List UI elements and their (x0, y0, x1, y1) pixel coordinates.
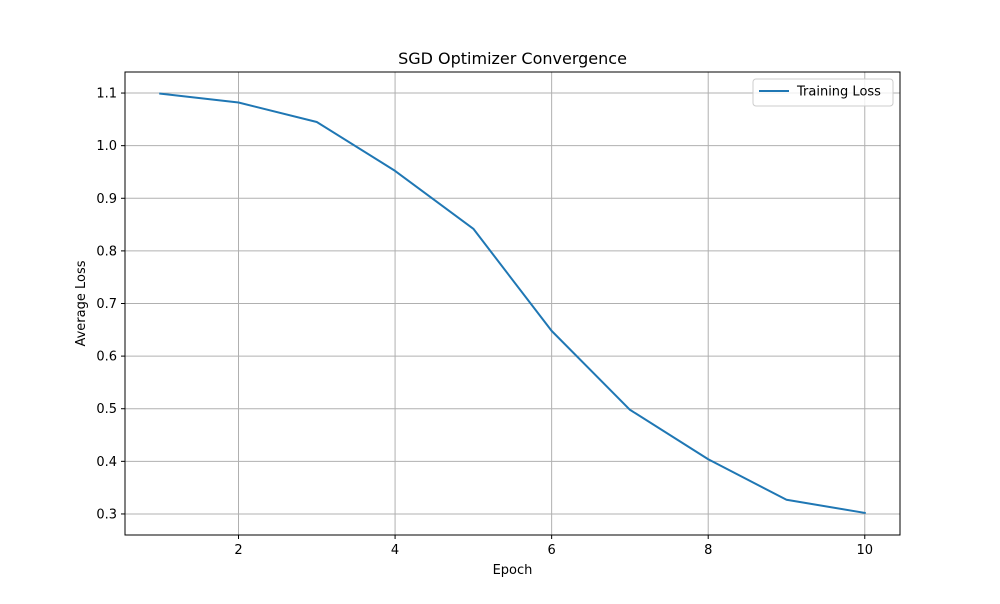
y-axis-label: Average Loss (74, 260, 89, 346)
x-tick-label: 4 (391, 543, 399, 558)
y-tick-label: 0.5 (96, 402, 117, 417)
y-tick-label: 0.6 (96, 350, 117, 365)
x-tick-label: 10 (856, 543, 873, 558)
grid (125, 72, 900, 535)
x-tick-label: 8 (704, 543, 712, 558)
y-tick-label: 0.3 (96, 507, 117, 522)
y-tick-label: 0.9 (96, 192, 117, 207)
x-tick-label: 2 (234, 543, 242, 558)
y-tick-label: 0.8 (96, 244, 117, 259)
legend: Training Loss (752, 78, 894, 107)
y-tick-label: 1.0 (96, 139, 117, 154)
x-axis-label: Epoch (493, 563, 533, 578)
series-line-training-loss (159, 92, 866, 515)
axis-ticks: 2 4 6 8 10 0.3 0.4 0.5 0.6 0.7 0.8 0.9 1.0 1.1 (96, 87, 873, 558)
legend-label-training-loss: Training Loss (796, 85, 881, 100)
y-tick-label: 0.7 (96, 297, 117, 312)
y-tick-label: 1.1 (96, 87, 117, 102)
y-tick-label: 0.4 (96, 455, 117, 470)
x-tick-label: 6 (548, 543, 556, 558)
legend-box (752, 78, 894, 107)
series-layer (159, 92, 866, 515)
chart-title: SGD Optimizer Convergence (398, 49, 627, 68)
